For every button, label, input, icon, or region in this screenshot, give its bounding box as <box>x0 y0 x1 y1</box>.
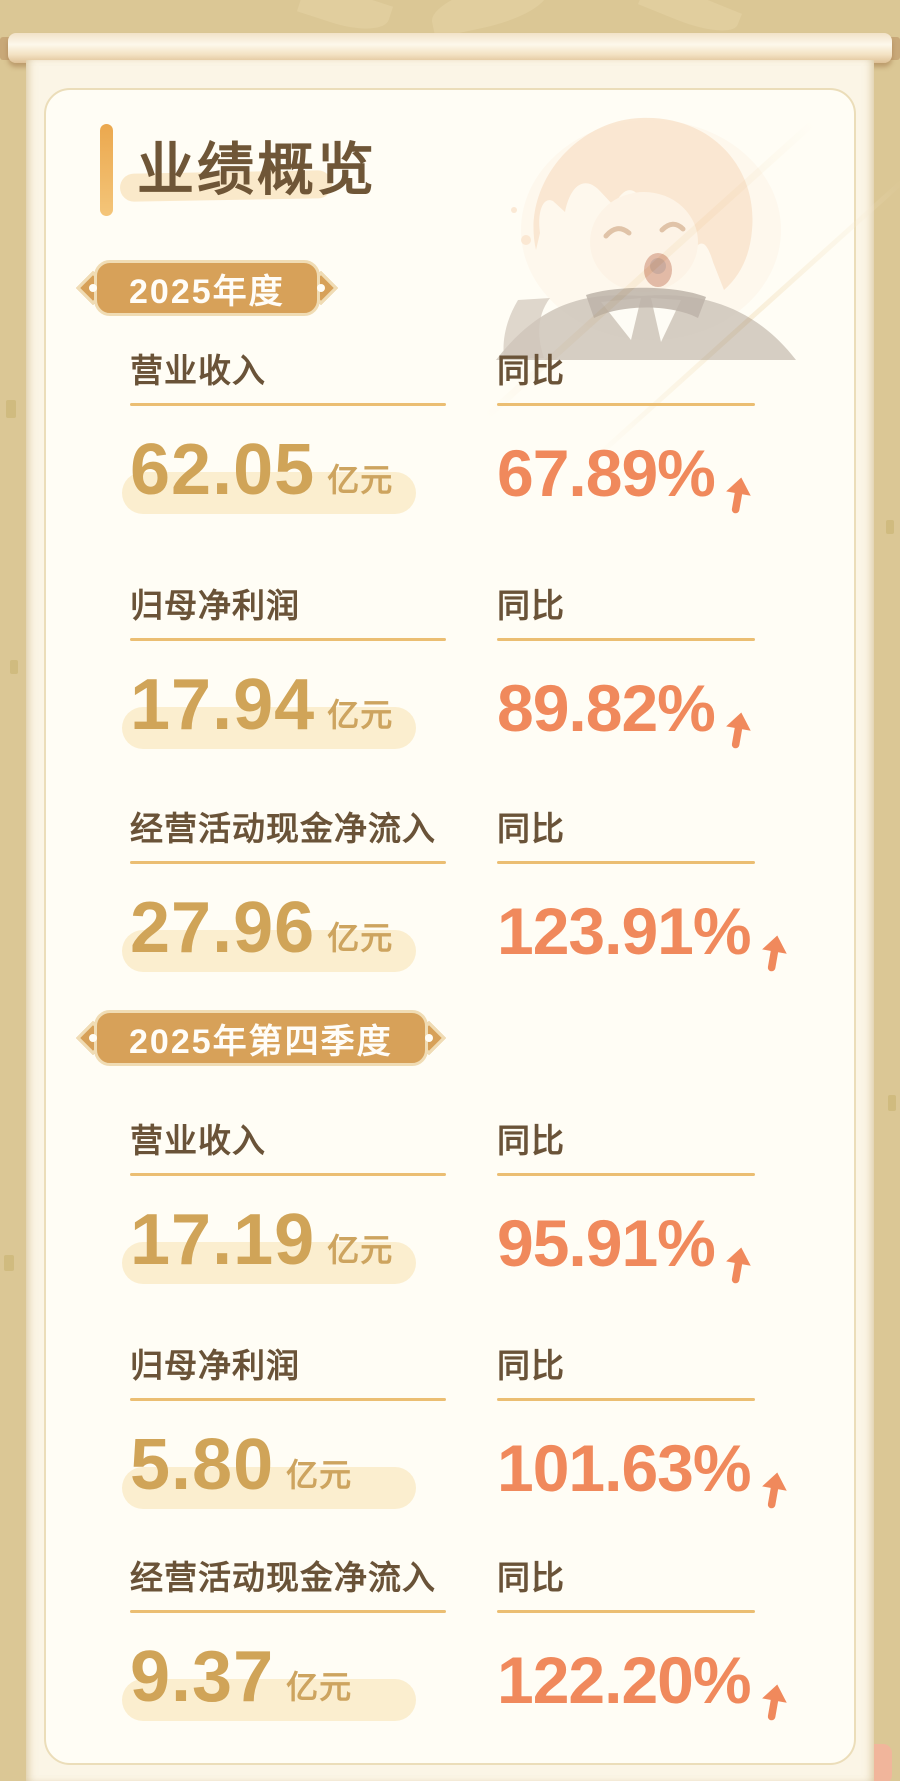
badge-dot-left <box>89 1034 97 1042</box>
metric-value: 5.80 <box>130 1425 275 1506</box>
yoy-label: 同比 <box>497 352 565 389</box>
metric-unit: 亿元 <box>327 1232 394 1269</box>
anime-character-illustration <box>496 117 796 360</box>
badge-label: 2025年第四季度 <box>94 1010 428 1066</box>
value-highlight <box>122 1467 416 1510</box>
metric-divider <box>130 861 446 865</box>
badge-dot-left <box>89 284 97 292</box>
metric-divider <box>497 1610 755 1614</box>
up-arrow-icon <box>725 712 751 749</box>
title-accent-bar <box>100 124 113 216</box>
metric-label: 营业收入 <box>130 352 266 389</box>
metric-divider <box>130 1173 446 1177</box>
metric-label: 经营活动现金净流入 <box>130 810 436 847</box>
period-badge-q4: 2025年第四季度 <box>76 1010 446 1066</box>
metric-divider <box>130 1398 446 1402</box>
metric-divider <box>497 403 755 407</box>
yoy-value: 67.89% <box>497 436 716 511</box>
metric-unit: 亿元 <box>327 462 394 499</box>
up-arrow-icon <box>725 477 751 514</box>
value-highlight <box>122 707 416 750</box>
yoy-label: 同比 <box>497 1122 565 1159</box>
page-title: 业绩概览 <box>137 137 377 202</box>
badge-label: 2025年度 <box>94 260 320 316</box>
metric-value: 62.05 <box>130 430 316 511</box>
metric-divider <box>497 1398 755 1402</box>
badge-dot-right <box>316 284 325 292</box>
yoy-label: 同比 <box>497 1559 565 1596</box>
yoy-label: 同比 <box>497 810 565 847</box>
value-highlight <box>122 1242 416 1285</box>
yoy-value: 95.91% <box>497 1206 716 1281</box>
edge-texture-mark <box>4 1255 14 1271</box>
metric-divider <box>497 638 755 642</box>
metric-label: 经营活动现金净流入 <box>130 1559 436 1596</box>
metric-value: 17.94 <box>130 665 316 746</box>
metric-label: 归母净利润 <box>130 587 300 624</box>
yoy-value: 122.20% <box>497 1643 752 1718</box>
metric-divider <box>497 861 755 865</box>
edge-texture-mark <box>888 1095 896 1111</box>
up-arrow-icon <box>725 1247 751 1284</box>
up-arrow-icon <box>761 1472 787 1509</box>
up-arrow-icon <box>761 1684 787 1721</box>
up-arrow-icon <box>761 935 787 972</box>
badge-dot-right <box>424 1034 433 1042</box>
metric-unit: 亿元 <box>327 697 394 734</box>
metric-divider <box>130 403 446 407</box>
metric-value: 17.19 <box>130 1200 316 1281</box>
metric-label: 归母净利润 <box>130 1347 300 1384</box>
scroll-rod <box>8 33 892 63</box>
metric-divider <box>130 638 446 642</box>
value-highlight <box>122 472 416 515</box>
yoy-label: 同比 <box>497 587 565 624</box>
yoy-value: 123.91% <box>497 894 752 969</box>
content-card: 业绩概览 2025年度 营业收入 62.05 亿元 同比 <box>44 88 900 1765</box>
value-highlight <box>122 930 416 973</box>
metric-unit: 亿元 <box>286 1669 353 1706</box>
metric-label: 营业收入 <box>130 1122 266 1159</box>
edge-texture-mark <box>6 400 16 418</box>
value-highlight <box>122 1679 416 1722</box>
edge-texture-mark <box>886 520 894 534</box>
metric-divider <box>130 1610 446 1614</box>
metric-unit: 亿元 <box>327 920 394 957</box>
yoy-label: 同比 <box>497 1347 565 1384</box>
metric-divider <box>497 1173 755 1177</box>
metric-value: 9.37 <box>130 1637 275 1718</box>
period-badge-annual: 2025年度 <box>76 260 338 316</box>
yoy-value: 89.82% <box>497 671 716 746</box>
metric-unit: 亿元 <box>286 1457 353 1494</box>
edge-texture-mark <box>10 660 18 674</box>
yoy-value: 101.63% <box>497 1431 752 1506</box>
metric-value: 27.96 <box>130 888 316 969</box>
